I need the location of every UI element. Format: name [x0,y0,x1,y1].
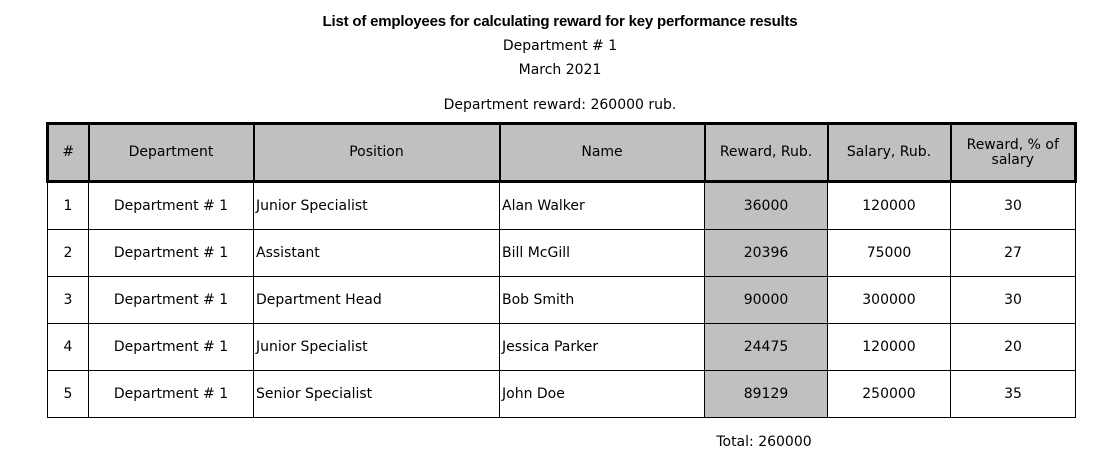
cell-department: Department # 1 [88,370,254,418]
cell-position: Department Head [253,276,500,324]
cell-reward-percent: 35 [950,370,1076,418]
header-reward: Reward, Rub. [703,122,829,183]
employee-reward-table: # Department Position Name Reward, Rub. … [46,122,1077,418]
table-row: 1 Department # 1 Junior Specialist Alan … [47,181,1076,230]
table-row: 4 Department # 1 Junior Specialist Jessi… [47,323,1076,371]
cell-salary: 120000 [827,323,951,371]
header-name: Name [498,122,706,183]
cell-number: 4 [47,323,89,371]
cell-number: 5 [47,370,89,418]
cell-salary: 75000 [827,229,951,277]
cell-name: John Doe [499,370,705,418]
cell-number: 2 [47,229,89,277]
cell-reward-percent: 30 [950,276,1076,324]
cell-position: Assistant [253,229,500,277]
report-department: Department # 1 [502,38,618,54]
department-reward: Department reward: 260000 rub. [0,96,1120,114]
cell-salary: 120000 [827,181,951,230]
header-department: Department [87,122,255,183]
cell-reward-percent: 27 [950,229,1076,277]
cell-department: Department # 1 [88,276,254,324]
table-header-row: # Department Position Name Reward, Rub. … [46,122,1077,183]
header-reward-percent: Reward, % of salary [949,122,1077,183]
department-reward-label: Department reward: [443,97,587,113]
cell-reward: 89129 [704,370,828,418]
total-value: 260000 [758,434,812,450]
cell-salary: 250000 [827,370,951,418]
cell-reward: 24475 [704,323,828,371]
table-row: 2 Department # 1 Assistant Bill McGill 2… [47,229,1076,277]
cell-position: Junior Specialist [253,181,500,230]
cell-position: Junior Specialist [253,323,500,371]
cell-name: Bob Smith [499,276,705,324]
header-position: Position [252,122,501,183]
cell-reward: 90000 [704,276,828,324]
report-title: List of employees for calculating reward… [322,13,798,30]
header-number: # [46,122,90,183]
cell-department: Department # 1 [88,229,254,277]
cell-department: Department # 1 [88,323,254,371]
header-salary: Salary, Rub. [826,122,952,183]
cell-name: Bill McGill [499,229,705,277]
total-line: Total: 260000 [702,433,826,451]
cell-department: Department # 1 [88,181,254,230]
table-row: 3 Department # 1 Department Head Bob Smi… [47,276,1076,324]
table-row: 5 Department # 1 Senior Specialist John … [47,370,1076,418]
cell-salary: 300000 [827,276,951,324]
department-reward-value: 260000 rub. [590,97,677,113]
cell-reward-percent: 30 [950,181,1076,230]
cell-name: Alan Walker [499,181,705,230]
cell-reward-percent: 20 [950,323,1076,371]
cell-position: Senior Specialist [253,370,500,418]
report-period: March 2021 [518,62,602,78]
cell-reward: 36000 [704,181,828,230]
cell-reward: 20396 [704,229,828,277]
cell-number: 1 [47,181,89,230]
cell-name: Jessica Parker [499,323,705,371]
total-label: Total: [716,434,754,450]
cell-number: 3 [47,276,89,324]
